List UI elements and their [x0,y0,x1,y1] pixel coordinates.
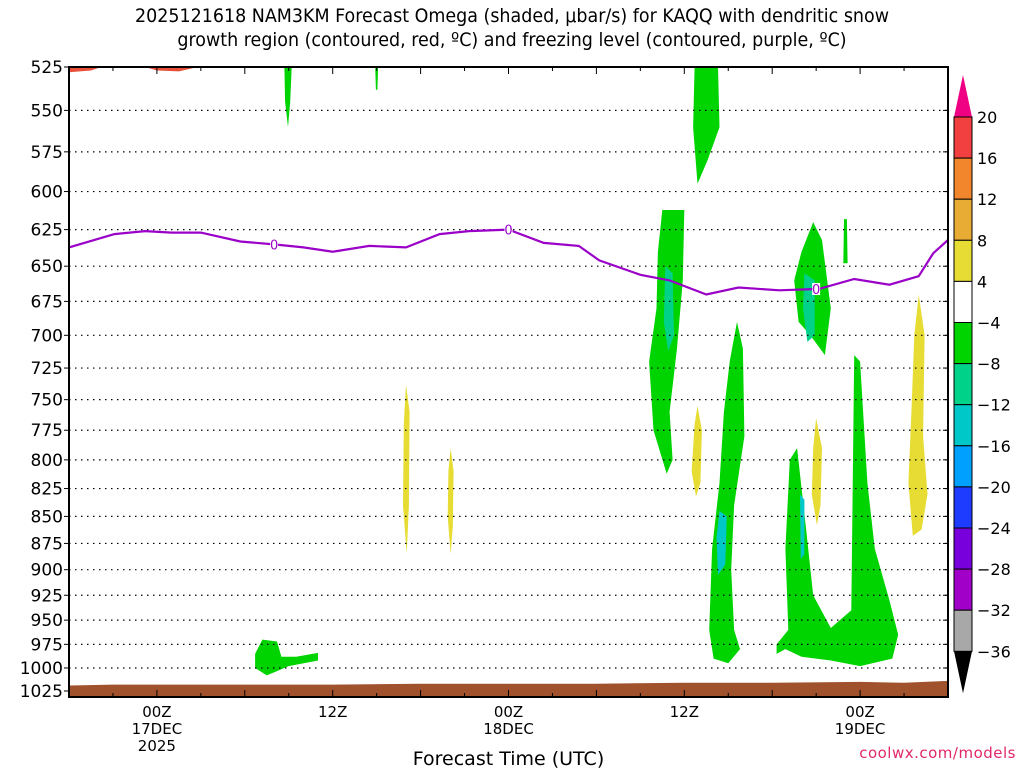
title-line-2: growth region (contoured, red, ºC) and f… [177,29,847,51]
x-tick-label: 00Z [494,703,523,721]
colorbar-label: −28 [977,560,1011,579]
y-tick-label: 775 [31,421,63,441]
colorbar-swatch [953,568,973,611]
snow-growth-contour [145,67,198,72]
omega-shaded-region [776,355,899,667]
y-tick-label: 875 [31,534,63,554]
omega-shaded-region [403,384,410,554]
omega-shaded-region [908,294,928,536]
omega-shaded-region [447,448,454,554]
snow-growth-contour [69,67,102,73]
omega-shaded-region [255,639,318,676]
omega-shaded-region [284,67,292,128]
colorbar-label: −8 [977,355,1001,374]
colorbar-swatch [953,404,973,447]
freezing-label-bg [812,282,821,295]
x-tick-label: 00Z [845,703,874,721]
y-tick-label: 1025 [20,682,63,702]
colorbar-swatch [953,280,973,323]
y-tick-label: 575 [31,143,63,163]
x-tick-label: 17DEC [132,720,183,738]
colorbar-swatch [953,157,973,200]
y-tick-label: 725 [31,359,63,379]
colorbar-label: −32 [977,601,1011,620]
y-tick-label: 800 [31,451,63,471]
x-tick-label: 2025 [138,737,176,755]
colorbar-label: −16 [977,437,1011,456]
y-tick-label: 600 [31,183,63,203]
omega-shaded-region [649,210,685,474]
y-tick-label: 925 [31,586,63,606]
omega-shaded-region [693,67,720,184]
omega-shaded-region [375,67,379,90]
plot-frame [68,66,949,698]
freezing-label-bg [504,223,513,236]
y-tick-label: 825 [31,480,63,500]
chart-title: 2025121618 NAM3KM Forecast Omega (shaded… [41,4,983,52]
colorbar-label: 12 [977,190,997,209]
y-tick-label: 750 [31,391,63,411]
omega-shaded-region [716,510,727,575]
x-tick-label: 12Z [318,703,347,721]
colorbar-label: −4 [977,314,1001,333]
colorbar-swatch [953,116,973,159]
colorbar-label: 4 [977,272,987,291]
colorbar-label: 8 [977,231,987,250]
colorbar-swatch [953,322,973,365]
freezing-level-line [69,228,948,296]
colorbar-swatch [953,527,973,570]
x-tick-label: 18DEC [483,720,534,738]
y-tick-label: 700 [31,326,63,346]
omega-shaded-region [709,321,745,664]
y-tick-label: 900 [31,561,63,581]
y-tick-label: 1000 [20,659,63,679]
colorbar-label: 16 [977,149,997,168]
freezing-label-bg [270,238,279,251]
colorbar-swatch [953,486,973,529]
y-tick-label: 625 [31,221,63,241]
freezing-level-label: 0 [270,238,278,253]
omega-shaded-region [843,219,848,264]
colorbar-swatch [953,445,973,488]
colorbar-swatch [953,239,973,282]
y-tick-label: 850 [31,507,63,527]
x-tick-label: 12Z [670,703,699,721]
freezing-level-label: 0 [504,224,512,239]
colorbar-under-triangle [954,651,972,694]
omega-shaded-region [663,266,674,352]
freezing-level-label: 0 [812,283,820,298]
y-tick-label: 650 [31,257,63,277]
colorbar-over-triangle [954,75,972,117]
colorbar-label: −20 [977,478,1011,497]
colorbar-label: −24 [977,519,1011,538]
omega-shaded-region [691,405,702,497]
title-line-1: 2025121618 NAM3KM Forecast Omega (shaded… [134,5,890,27]
colorbar-label: 20 [977,108,997,127]
terrain-fill [69,680,948,697]
colorbar-swatch [953,363,973,406]
colorbar-label: −12 [977,396,1011,415]
colorbar-swatch [953,609,973,652]
omega-shaded-region [811,418,822,526]
credit-text: coolwx.com/models [859,744,1016,762]
y-tick-label: 550 [31,101,63,121]
y-tick-label: 975 [31,635,63,655]
y-tick-label: 950 [31,611,63,631]
x-tick-label: 19DEC [835,720,886,738]
colorbar-label: −36 [977,642,1011,661]
x-axis-label: Forecast Time (UTC) [413,748,604,768]
x-tick-label: 00Z [142,703,171,721]
y-tick-label: 675 [31,292,63,312]
colorbar-swatch [953,198,973,241]
y-tick-label: 525 [31,58,63,78]
